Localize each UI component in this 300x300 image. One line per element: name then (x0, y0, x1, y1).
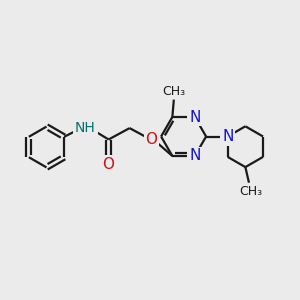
Text: N: N (189, 148, 200, 164)
Text: CH₃: CH₃ (162, 85, 185, 98)
Text: O: O (103, 157, 115, 172)
Text: N: N (222, 129, 233, 144)
Text: CH₃: CH₃ (239, 185, 262, 198)
Text: N: N (189, 110, 200, 124)
Text: O: O (146, 132, 158, 147)
Text: NH: NH (75, 121, 96, 135)
